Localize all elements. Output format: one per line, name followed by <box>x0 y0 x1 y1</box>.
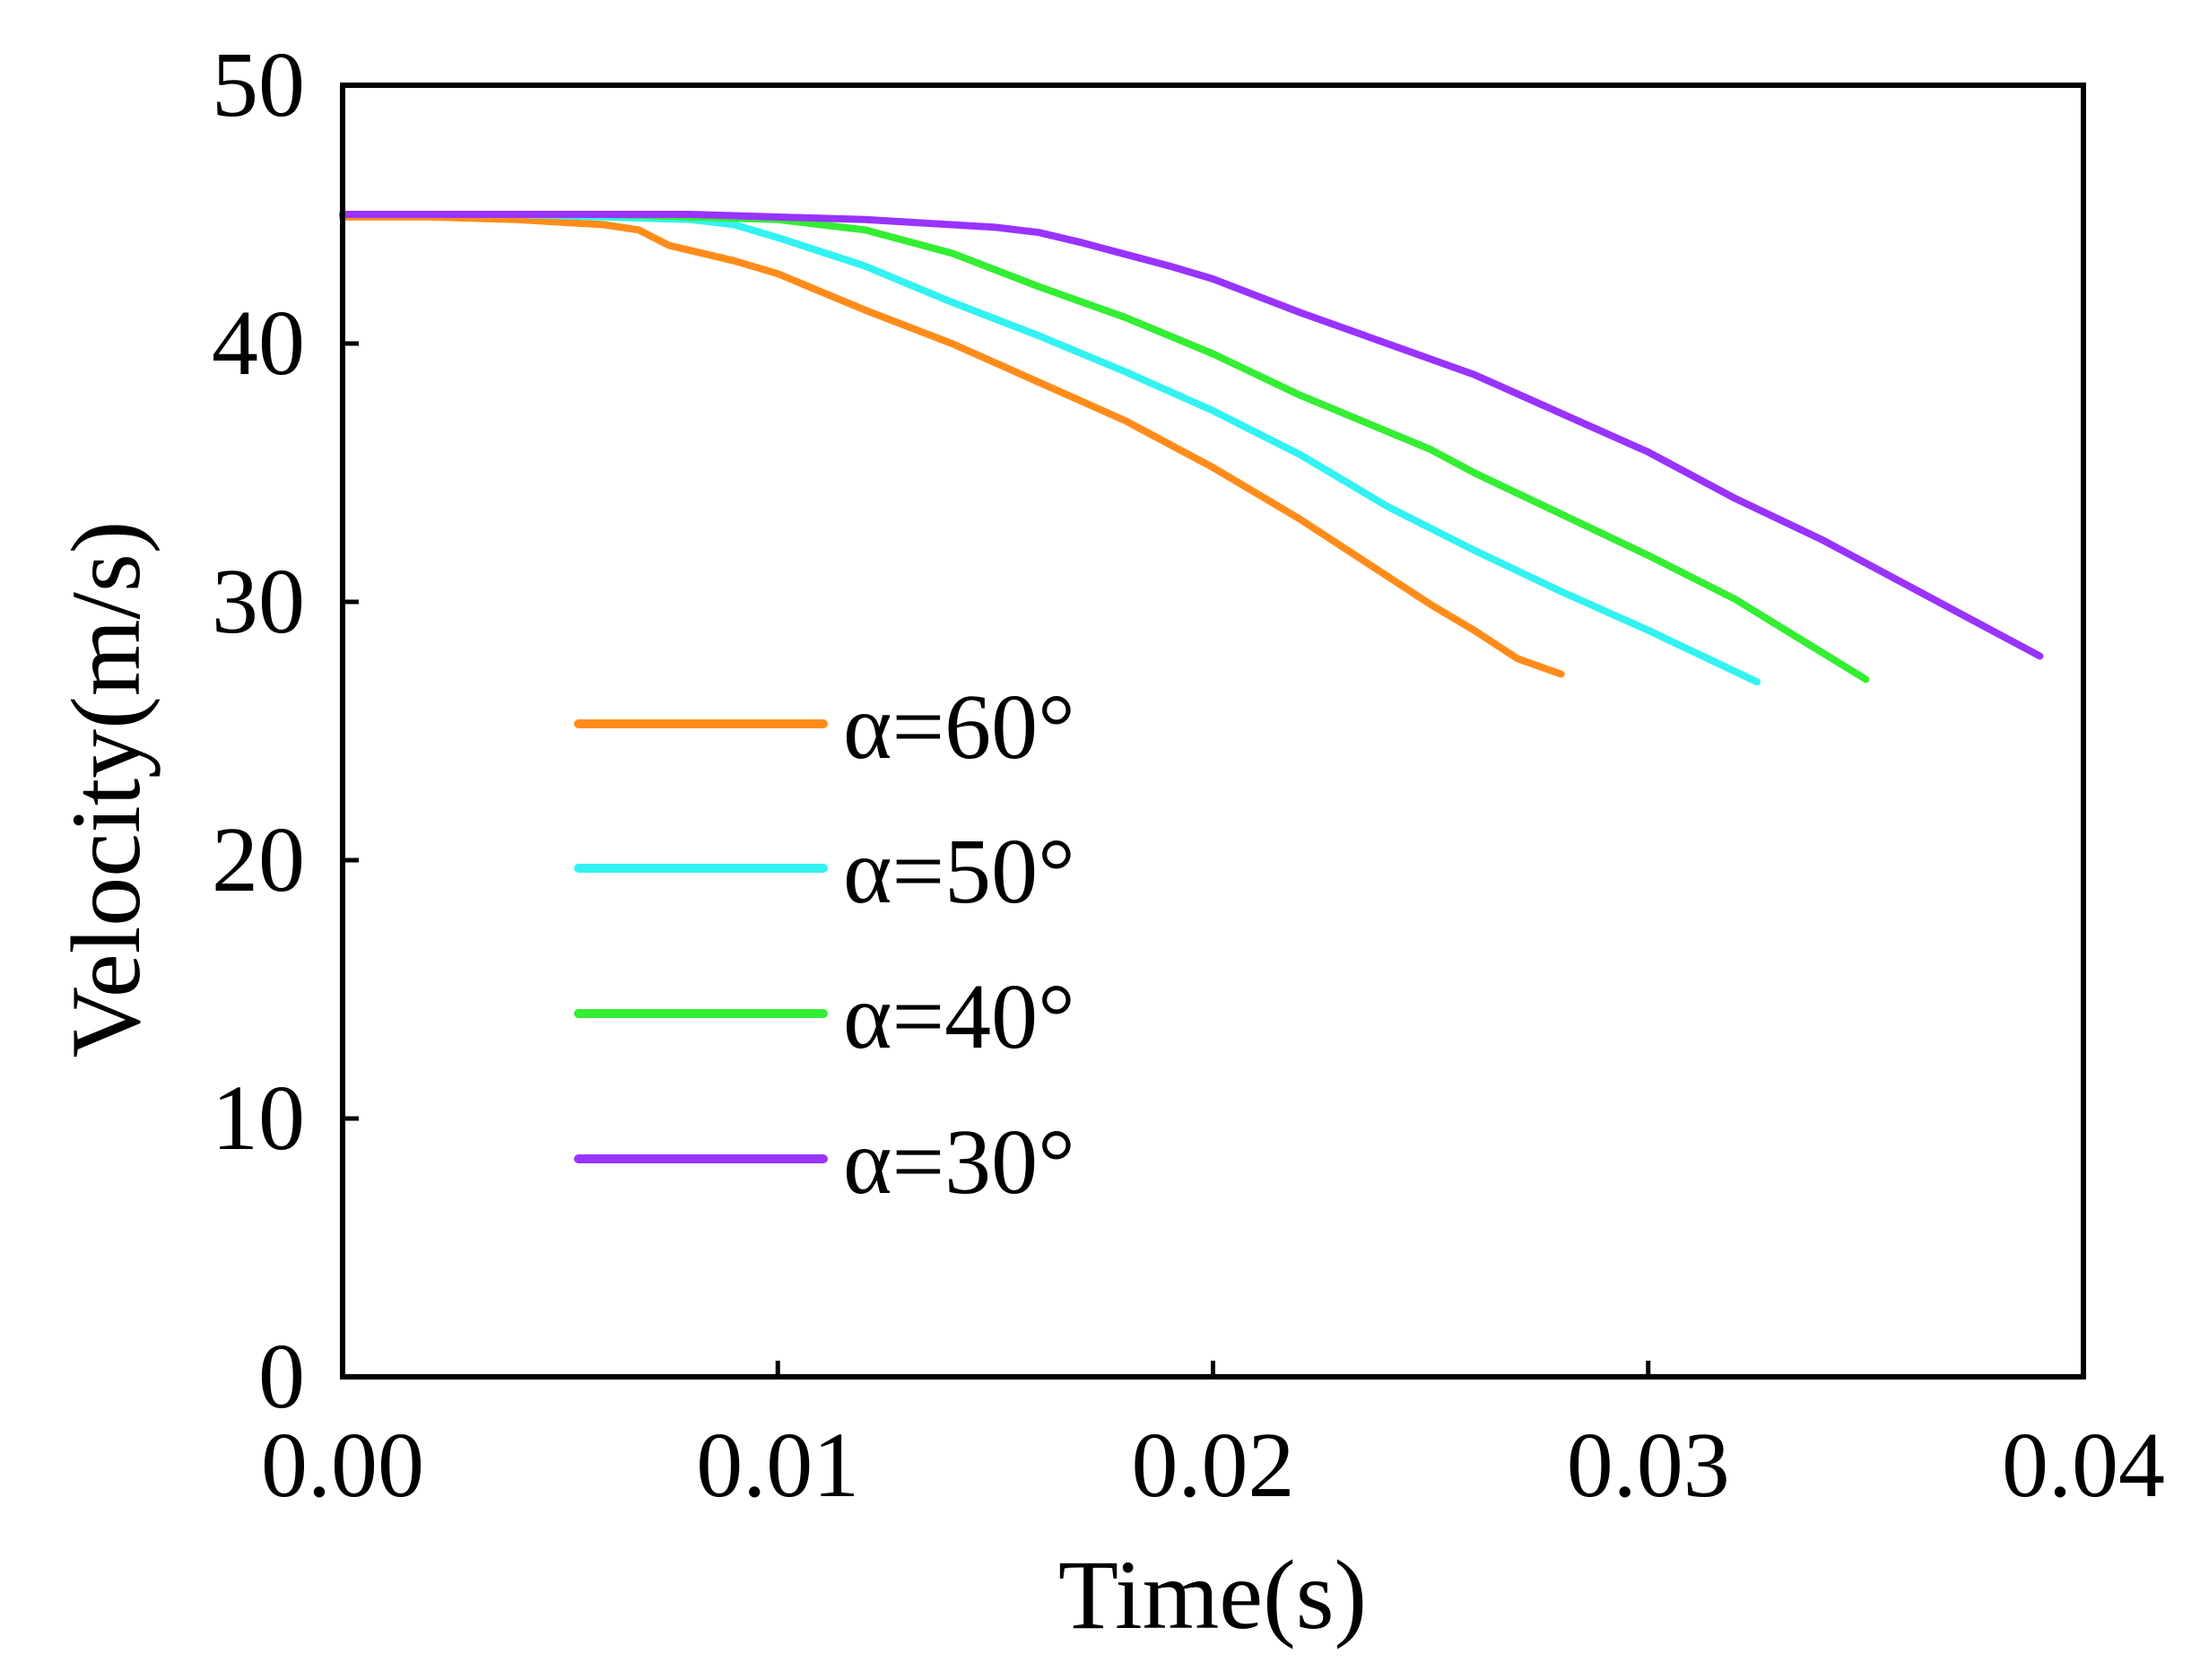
series-layer <box>339 211 2044 686</box>
x-axis-ticks: 0.00 0.01 0.02 0.03 0.04 <box>261 1361 2165 1517</box>
legend-label: α=60° <box>843 675 1075 779</box>
y-tick-label: 0 <box>258 1325 305 1428</box>
x-axis-title: Time(s) <box>1058 1540 1367 1650</box>
series-line <box>339 211 1761 686</box>
y-tick-label: 10 <box>212 1066 305 1170</box>
y-axis-ticks: 0 10 20 30 40 50 <box>212 33 359 1428</box>
x-tick-label: 0.00 <box>261 1414 424 1517</box>
x-tick-label: 0.03 <box>1567 1414 1730 1517</box>
legend-label: α=50° <box>843 820 1075 923</box>
x-tick-label: 0.02 <box>1132 1414 1295 1517</box>
legend-label: α=30° <box>843 1110 1075 1214</box>
series-line <box>339 213 1565 678</box>
series-line <box>339 211 2044 660</box>
series-line <box>339 211 1870 683</box>
y-tick-label: 50 <box>212 33 305 136</box>
x-tick-label: 0.01 <box>696 1414 859 1517</box>
y-tick-label: 30 <box>212 550 305 653</box>
y-axis-title: Velocity(m/s) <box>51 521 161 1058</box>
y-tick-label: 20 <box>212 808 305 911</box>
legend-label: α=40° <box>843 965 1075 1068</box>
x-tick-label: 0.04 <box>2002 1414 2165 1517</box>
y-tick-label: 40 <box>212 292 305 395</box>
legend: α=60° α=50° α=40° α=30° <box>574 675 1075 1214</box>
